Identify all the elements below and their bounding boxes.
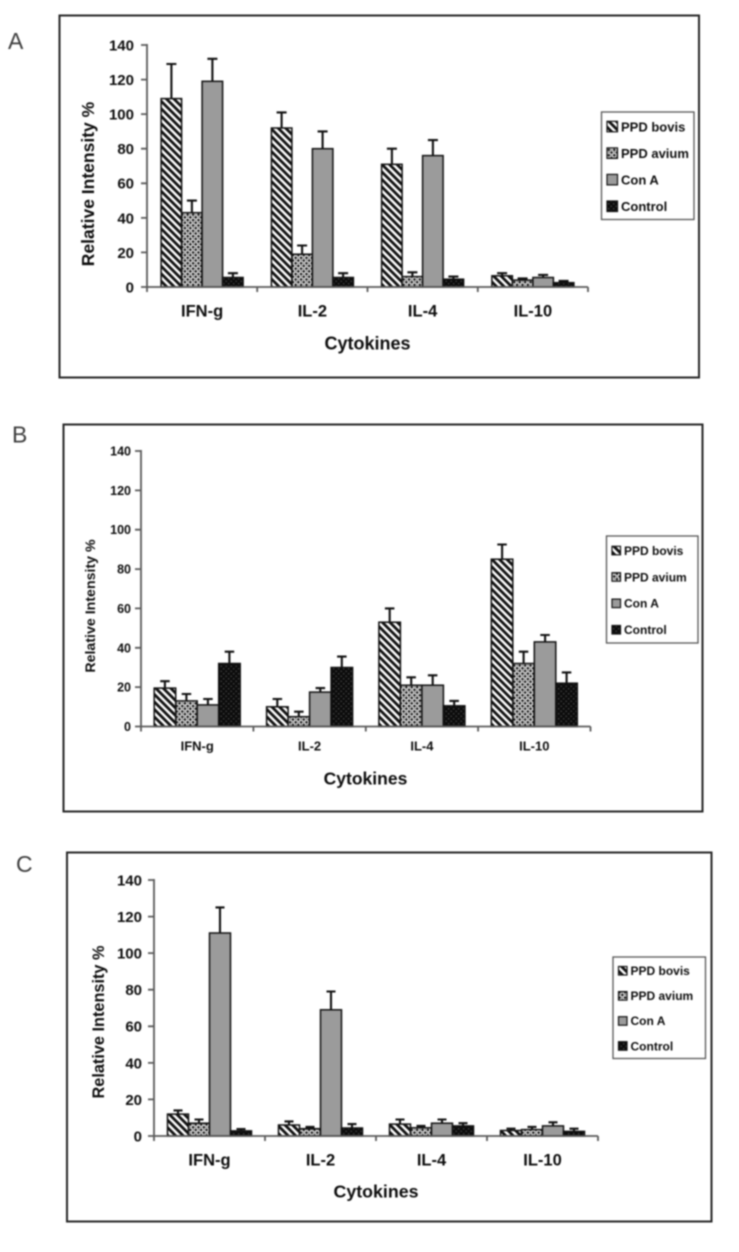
svg-text:Cytokines: Cytokines xyxy=(324,769,408,789)
svg-text:0: 0 xyxy=(124,720,131,734)
svg-text:IL-10: IL-10 xyxy=(514,303,553,321)
svg-text:IL-10: IL-10 xyxy=(523,1152,562,1170)
svg-text:Con A: Con A xyxy=(631,1014,666,1028)
svg-text:100: 100 xyxy=(109,107,134,124)
svg-text:A: A xyxy=(8,28,24,54)
svg-text:IL-4: IL-4 xyxy=(408,303,438,321)
svg-text:40: 40 xyxy=(117,210,134,227)
svg-text:Relative Intensity %: Relative Intensity % xyxy=(83,539,99,673)
svg-text:Con A: Con A xyxy=(621,172,659,187)
svg-text:Control: Control xyxy=(624,623,667,637)
svg-text:80: 80 xyxy=(117,563,131,577)
svg-text:IL-2: IL-2 xyxy=(298,303,327,321)
svg-text:60: 60 xyxy=(117,176,134,193)
svg-text:0: 0 xyxy=(134,1128,142,1145)
svg-text:100: 100 xyxy=(110,523,131,537)
svg-text:IFN-g: IFN-g xyxy=(181,739,214,754)
svg-text:IL-4: IL-4 xyxy=(417,1152,447,1170)
svg-text:IL-10: IL-10 xyxy=(519,739,549,754)
svg-text:PPD bovis: PPD bovis xyxy=(621,119,685,134)
svg-text:120: 120 xyxy=(117,909,142,926)
svg-text:IL-2: IL-2 xyxy=(306,1152,335,1170)
svg-text:Control: Control xyxy=(621,199,667,214)
svg-text:Cytokines: Cytokines xyxy=(334,1182,419,1202)
svg-text:Control: Control xyxy=(631,1039,674,1053)
svg-text:PPD avium: PPD avium xyxy=(631,989,694,1003)
svg-text:40: 40 xyxy=(125,1055,142,1072)
svg-text:80: 80 xyxy=(125,982,142,999)
svg-text:PPD avium: PPD avium xyxy=(621,146,689,161)
svg-text:120: 120 xyxy=(109,72,134,89)
svg-text:20: 20 xyxy=(117,681,131,695)
svg-text:80: 80 xyxy=(117,141,134,158)
svg-text:140: 140 xyxy=(117,872,142,889)
svg-text:IL-4: IL-4 xyxy=(410,739,434,754)
svg-text:140: 140 xyxy=(109,37,134,54)
svg-text:20: 20 xyxy=(117,245,134,262)
svg-text:140: 140 xyxy=(110,445,131,459)
svg-text:60: 60 xyxy=(117,602,131,616)
svg-text:100: 100 xyxy=(117,946,142,963)
svg-text:Con A: Con A xyxy=(624,597,659,611)
svg-text:120: 120 xyxy=(110,484,131,498)
svg-text:C: C xyxy=(16,851,33,877)
svg-text:Cytokines: Cytokines xyxy=(324,334,410,354)
svg-text:40: 40 xyxy=(117,641,131,655)
svg-text:IFN-g: IFN-g xyxy=(188,1152,230,1170)
svg-text:20: 20 xyxy=(125,1092,142,1109)
svg-text:60: 60 xyxy=(125,1019,142,1036)
svg-text:0: 0 xyxy=(126,279,134,296)
svg-text:IFN-g: IFN-g xyxy=(181,303,223,321)
svg-text:IL-2: IL-2 xyxy=(298,739,321,754)
svg-text:Relative Intensity %: Relative Intensity % xyxy=(78,101,98,266)
svg-text:PPD bovis: PPD bovis xyxy=(631,964,691,978)
svg-text:Relative Intensity %: Relative Intensity % xyxy=(90,945,108,1098)
svg-text:PPD avium: PPD avium xyxy=(624,570,687,584)
svg-text:PPD bovis: PPD bovis xyxy=(624,544,684,558)
svg-text:B: B xyxy=(12,422,27,448)
